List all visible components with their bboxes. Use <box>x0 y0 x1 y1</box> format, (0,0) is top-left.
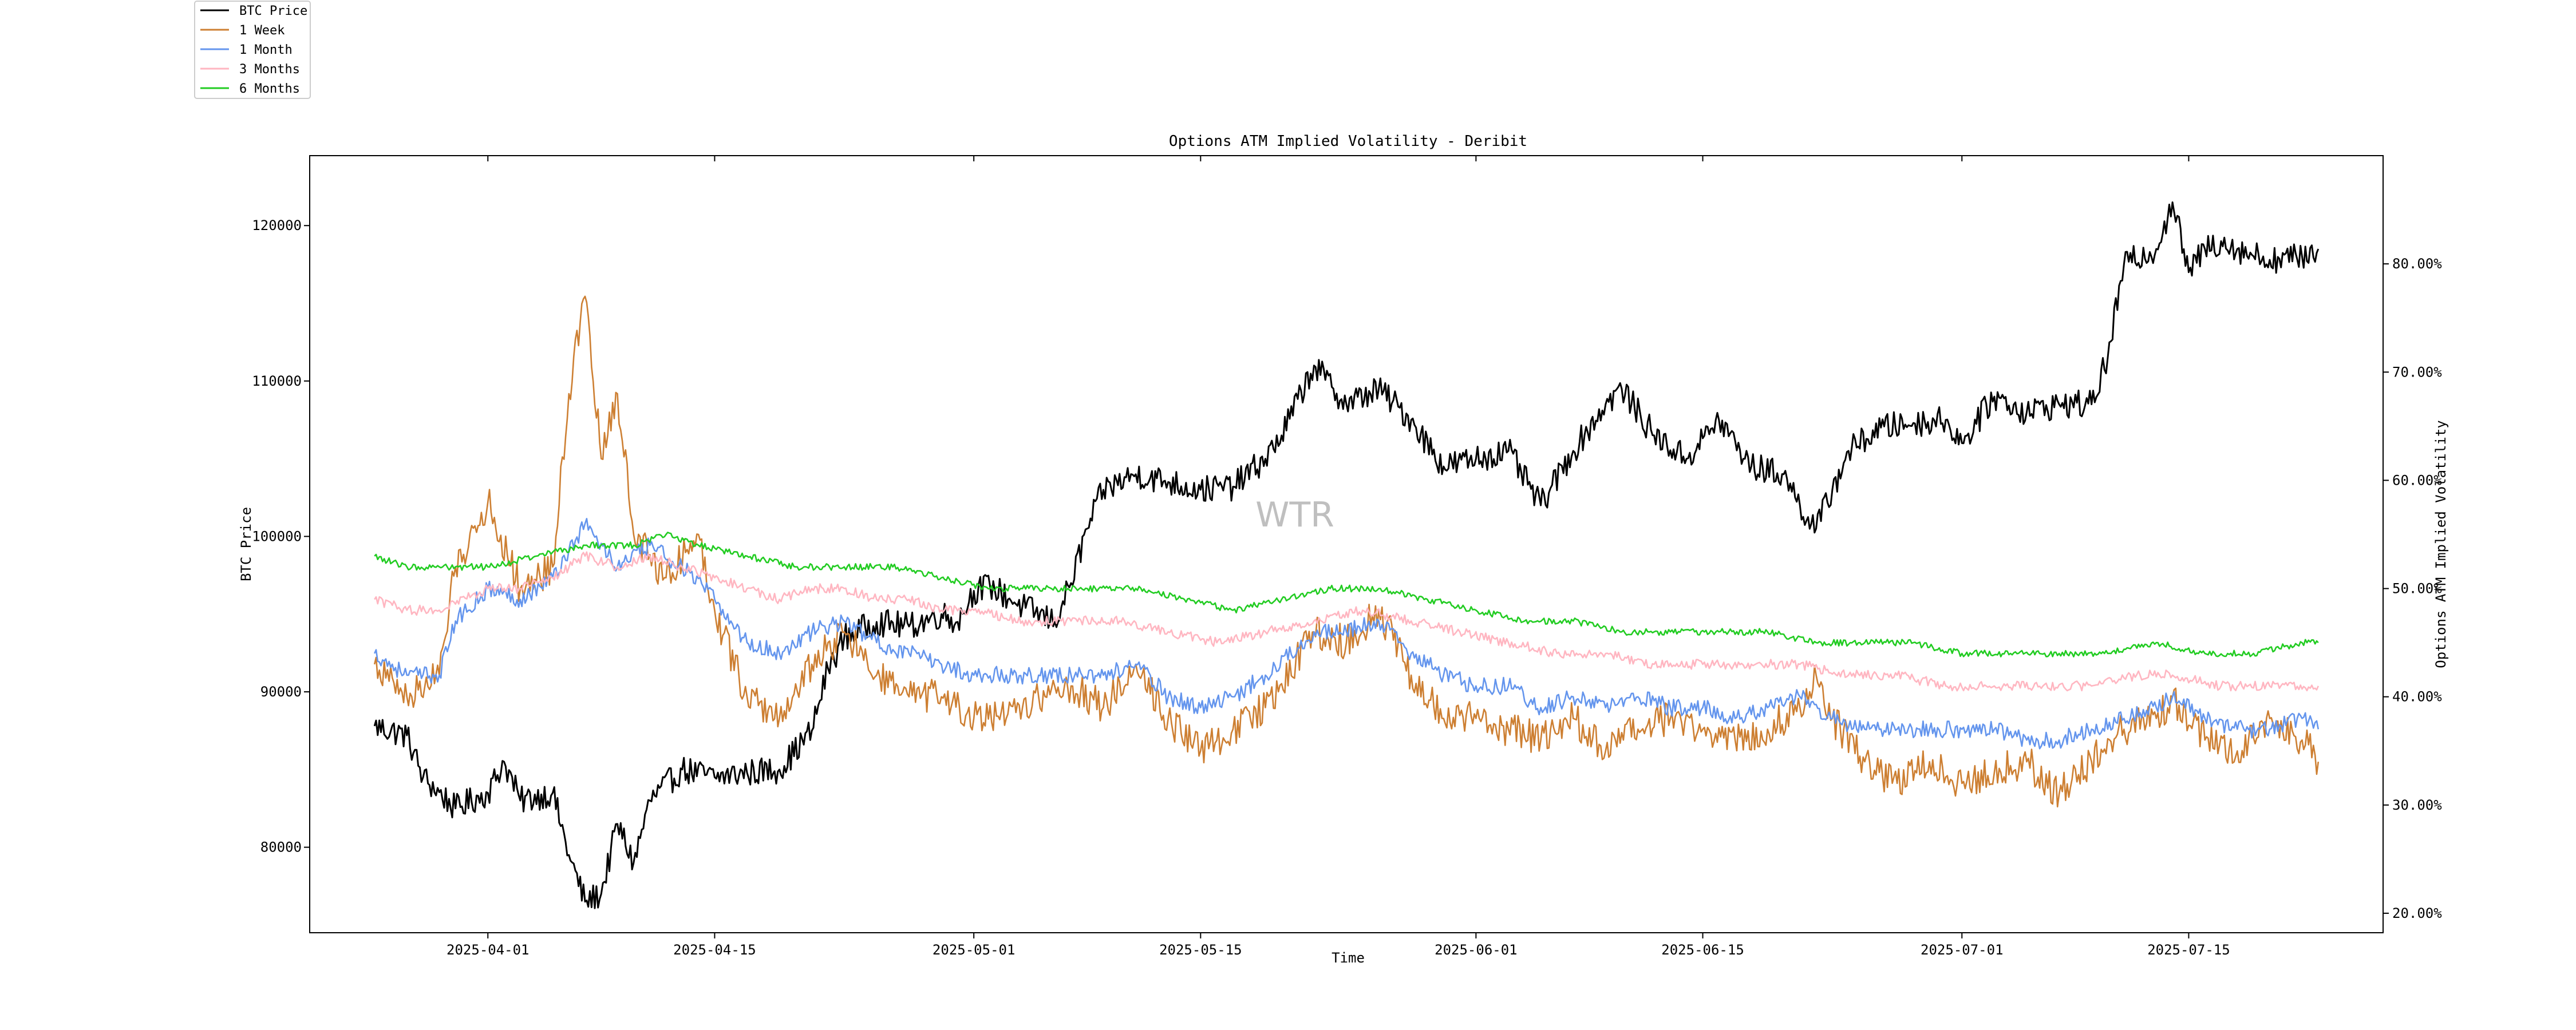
series-line-3-months <box>374 551 2319 692</box>
series-line-btc-price <box>373 201 2320 909</box>
right-tick-label: 20.00% <box>2392 905 2442 921</box>
legend-label: 6 Months <box>239 82 300 96</box>
right-tick-label: 30.00% <box>2392 797 2442 813</box>
left-tick-label: 90000 <box>260 684 302 700</box>
right-tick-label: 60.00% <box>2392 472 2442 488</box>
plot-frame <box>309 155 2384 933</box>
legend-label: 3 Months <box>239 62 300 77</box>
x-axis-label: Time <box>1332 950 1365 966</box>
chart-title: Options ATM Implied Volatility - Deribit <box>1169 133 1527 150</box>
y-axis-left-label: BTC Price <box>238 507 254 581</box>
series-lines <box>373 201 2320 909</box>
left-tick-label: 80000 <box>260 839 302 855</box>
legend-label: BTC Price <box>239 4 307 18</box>
left-tick-label: 110000 <box>252 373 302 389</box>
series-line-1-month <box>374 517 2320 750</box>
y-axis-right-label: Options ATM Implied Volatility <box>2433 420 2449 668</box>
left-tick-label: 120000 <box>252 217 302 233</box>
x-tick-label: 2025-05-01 <box>933 942 1016 958</box>
x-tick-label: 2025-04-01 <box>447 942 530 958</box>
left-tick-label: 100000 <box>252 528 302 544</box>
right-tick-label: 80.00% <box>2392 256 2442 272</box>
watermark: WTR <box>1255 495 1334 535</box>
x-tick-label: 2025-07-01 <box>1921 942 2004 958</box>
right-tick-label: 70.00% <box>2392 364 2442 380</box>
x-tick-label: 2025-04-15 <box>673 942 756 958</box>
x-axis: 2025-04-01 2025-04-15 2025-05-01 2025-05-15… <box>447 156 2230 958</box>
x-tick-label: 2025-05-15 <box>1159 942 1242 958</box>
right-tick-label: 40.00% <box>2392 689 2442 705</box>
series-line-6-months <box>374 532 2319 657</box>
x-tick-label: 2025-07-15 <box>2147 942 2230 958</box>
x-tick-label: 2025-06-15 <box>1661 942 1744 958</box>
right-axis: 20.00% 30.00% 40.00% 50.00% 60.00% 70.00% 80.0… <box>2383 256 2442 921</box>
legend: BTC Price 1 Week 1 Month 3 Months 6 Months <box>194 1 311 99</box>
series-line-1-week <box>373 295 2320 808</box>
left-axis: 80000 90000 100000 110000 120000 <box>252 217 310 855</box>
x-tick-label: 2025-06-01 <box>1435 942 1518 958</box>
right-tick-label: 50.00% <box>2392 581 2442 597</box>
legend-label: 1 Month <box>239 43 293 57</box>
legend-box <box>194 1 311 99</box>
legend-label: 1 Week <box>239 23 285 38</box>
